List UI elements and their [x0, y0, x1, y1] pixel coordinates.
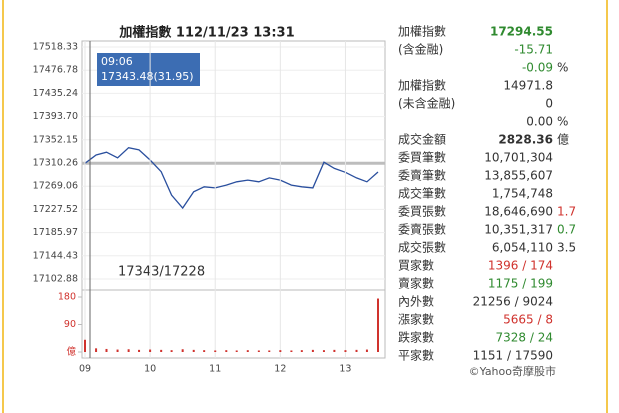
- y-tick-label: 17185.97: [33, 227, 78, 238]
- tooltip-time: 09:06: [101, 55, 133, 68]
- stat-label: 平家數: [398, 348, 434, 363]
- high-low-annotation: 17343/17228: [118, 265, 205, 280]
- stat-value: 13,855,607: [484, 169, 553, 183]
- tooltip-text: 17343.48(31.95): [101, 70, 194, 83]
- volume-bar: [365, 349, 368, 352]
- stat-extra: 0.7: [557, 223, 576, 237]
- x-tick-label: 13: [339, 364, 351, 375]
- volume-bar: [181, 349, 184, 352]
- volume-bar: [170, 350, 173, 352]
- volume-bar: [225, 350, 228, 352]
- volume-bar: [192, 349, 195, 352]
- volume-bar: [214, 350, 217, 352]
- chart-title: 加權指數 112/11/23 13:31: [118, 25, 294, 41]
- stat-value: -15.71: [514, 43, 553, 57]
- stat-label: 買家數: [398, 258, 434, 273]
- stat-extra: %: [557, 61, 568, 75]
- stat-value: 10,351,317: [484, 223, 553, 237]
- stat-value: 0.00: [526, 115, 553, 129]
- y-tick-label: 17435.24: [33, 88, 78, 99]
- stat-label: 加權指數: [398, 78, 446, 93]
- volume-bar: [290, 350, 293, 352]
- volume-bar: [257, 350, 260, 352]
- y-tick-label: 17269.06: [33, 181, 78, 192]
- x-tick-label: 09: [79, 364, 91, 375]
- stat-extra: 1.7: [557, 205, 576, 219]
- stat-value: 14971.8: [503, 79, 553, 93]
- volume-bar: [160, 349, 163, 352]
- stat-label: 委買筆數: [398, 151, 446, 165]
- stat-label: 成交金額: [398, 132, 446, 147]
- y-tick-label: 17476.78: [33, 65, 78, 76]
- volume-bar: [203, 350, 206, 352]
- y-tick-label: 17393.70: [33, 111, 78, 122]
- volume-bar: [355, 349, 358, 352]
- y-tick-label: 17310.26: [33, 158, 78, 169]
- tooltip-box: [97, 53, 200, 86]
- stat-label: 漲家數: [398, 312, 434, 327]
- stat-label: 賣家數: [398, 276, 434, 291]
- volume-bar: [322, 350, 325, 352]
- stat-value: 17294.55: [490, 25, 553, 39]
- stat-value: 1396 / 174: [488, 259, 553, 273]
- stat-extra: 3.5: [557, 241, 576, 255]
- stat-extra: 億: [557, 133, 569, 147]
- volume-bar: [333, 349, 336, 352]
- volume-bar: [246, 350, 249, 352]
- volume-bar: [311, 349, 314, 352]
- y-tick-label: 90: [64, 319, 76, 330]
- price-line: [84, 146, 379, 210]
- volume-bar: [84, 339, 86, 352]
- volume-bar: [116, 349, 119, 352]
- y-tick-label: 17144.43: [33, 250, 78, 261]
- stat-value: 2828.36: [498, 133, 553, 147]
- footer: ©Yahoo奇摩股市: [469, 364, 556, 378]
- y-tick-label: 17227.52: [33, 204, 78, 215]
- x-tick-label: 12: [274, 364, 286, 375]
- stat-label: (未含金融): [398, 96, 455, 111]
- stat-value: 1,754,748: [492, 187, 553, 201]
- volume-bar: [95, 348, 98, 352]
- y-tick-label: 17518.33: [33, 42, 78, 53]
- y-tick-label: 17102.88: [33, 274, 78, 285]
- volume-bar: [149, 349, 152, 352]
- volume-bar: [377, 298, 379, 352]
- volume-bar: [138, 349, 141, 352]
- stat-value: 7328 / 24: [496, 331, 553, 345]
- stat-label: 委買張數: [398, 205, 446, 219]
- volume-bar: [268, 350, 271, 352]
- stat-value: 6,054,110: [492, 241, 553, 255]
- y-tick-label: 億: [66, 346, 76, 358]
- volume-bar: [105, 348, 108, 352]
- x-tick-label: 10: [144, 364, 156, 375]
- stat-label: 加權指數: [398, 24, 446, 39]
- stat-extra: %: [557, 115, 568, 129]
- stat-label: (含金融): [398, 42, 443, 57]
- stat-value: 0: [545, 97, 553, 111]
- stat-value: 1151 / 17590: [473, 349, 553, 363]
- volume-bar: [127, 349, 130, 352]
- x-tick-label: 11: [209, 364, 221, 375]
- stat-label: 跌家數: [398, 330, 434, 345]
- stat-value: 21256 / 9024: [473, 295, 553, 309]
- stat-value: 5665 / 8: [503, 313, 553, 327]
- volume-bar: [344, 350, 347, 352]
- stat-label: 委賣張數: [398, 222, 446, 237]
- stat-label: 成交張數: [398, 240, 446, 255]
- volume-bar: [279, 350, 282, 352]
- y-tick-label: 180: [58, 292, 76, 303]
- y-tick-label: 17352.15: [33, 134, 78, 145]
- stat-value: -0.09: [522, 61, 553, 75]
- stat-value: 10,701,304: [484, 151, 553, 165]
- volume-bar: [235, 350, 238, 352]
- stat-label: 成交筆數: [398, 186, 446, 201]
- stat-value: 1175 / 199: [488, 277, 553, 291]
- stat-label: 委賣筆數: [398, 168, 446, 183]
- stat-value: 18,646,690: [484, 205, 553, 219]
- volume-bar: [300, 350, 303, 352]
- stat-label: 內外數: [398, 295, 434, 309]
- plot-frame: [81, 40, 386, 359]
